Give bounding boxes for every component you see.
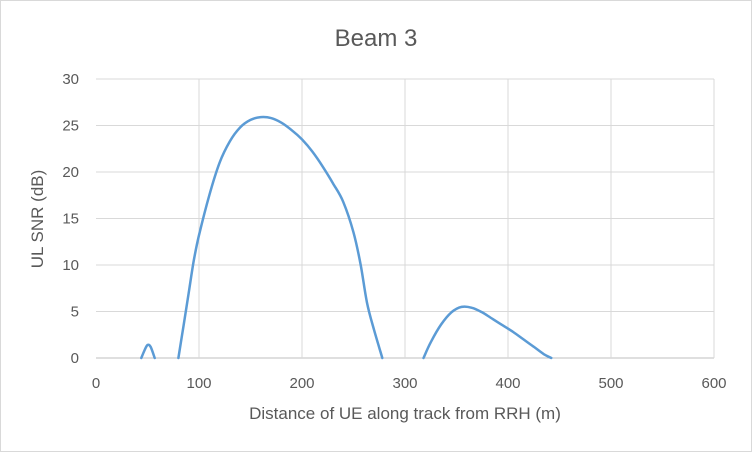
x-tick-label: 100 [186,375,211,392]
x-tick-label: 0 [92,375,100,392]
x-tick-label: 400 [495,375,520,392]
x-tick-label: 500 [598,375,623,392]
y-tick-label: 20 [62,164,79,181]
y-tick-labels: 0 5 10 15 20 25 30 [62,71,79,367]
y-tick-label: 25 [62,118,79,135]
x-tick-label: 300 [392,375,417,392]
grid [96,78,715,359]
series-lines [140,115,553,360]
series-line-segment [422,305,553,360]
y-tick-label: 30 [62,71,79,88]
y-tick-label: 0 [71,350,79,367]
x-tick-label: 600 [701,375,726,392]
y-tick-label: 5 [71,304,79,321]
y-tick-label: 10 [62,257,79,274]
x-axis-label: Distance of UE along track from RRH (m) [249,404,561,423]
series-line-segment [140,343,156,360]
series-line-segment [177,115,384,360]
x-tick-labels: 0 100 200 300 400 500 600 [92,375,727,392]
y-axis-label: UL SNR (dB) [28,170,47,269]
chart-title: Beam 3 [335,25,418,52]
y-tick-label: 15 [62,211,79,228]
x-tick-label: 200 [289,375,314,392]
